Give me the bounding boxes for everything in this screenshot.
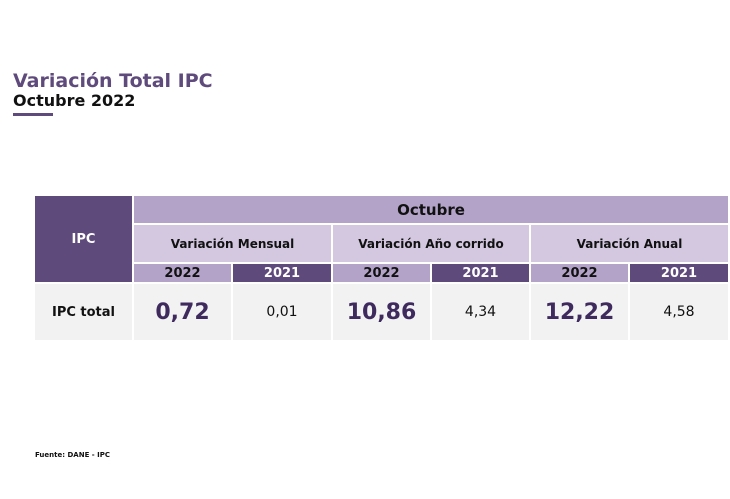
- title-underline: [13, 113, 53, 116]
- year-header-mensual-2022: 2022: [134, 264, 231, 282]
- row-label-ipc-total: IPC total: [35, 284, 132, 340]
- group-header-ano-corrido: Variación Año corrido: [333, 225, 529, 262]
- month-header-cell: Octubre: [134, 196, 728, 223]
- year-header-ano-corrido-2022: 2022: [333, 264, 430, 282]
- year-header-mensual-2021: 2021: [233, 264, 331, 282]
- ipc-header-cell: IPC: [35, 196, 132, 282]
- year-header-ano-corrido-2021: 2021: [432, 264, 529, 282]
- page-subtitle: Octubre 2022: [13, 91, 136, 110]
- group-header-anual: Variación Anual: [531, 225, 728, 262]
- value-anual-2021: 4,58: [630, 284, 728, 340]
- value-ano-corrido-2021: 4,34: [432, 284, 529, 340]
- year-header-anual-2021: 2021: [630, 264, 728, 282]
- page-title: Variación Total IPC: [13, 70, 213, 92]
- year-header-anual-2022: 2022: [531, 264, 628, 282]
- source-note: Fuente: DANE - IPC: [35, 451, 110, 459]
- value-mensual-2021: 0,01: [233, 284, 331, 340]
- value-mensual-2022: 0,72: [134, 284, 231, 340]
- value-anual-2022: 12,22: [531, 284, 628, 340]
- group-header-mensual: Variación Mensual: [134, 225, 331, 262]
- value-ano-corrido-2022: 10,86: [333, 284, 430, 340]
